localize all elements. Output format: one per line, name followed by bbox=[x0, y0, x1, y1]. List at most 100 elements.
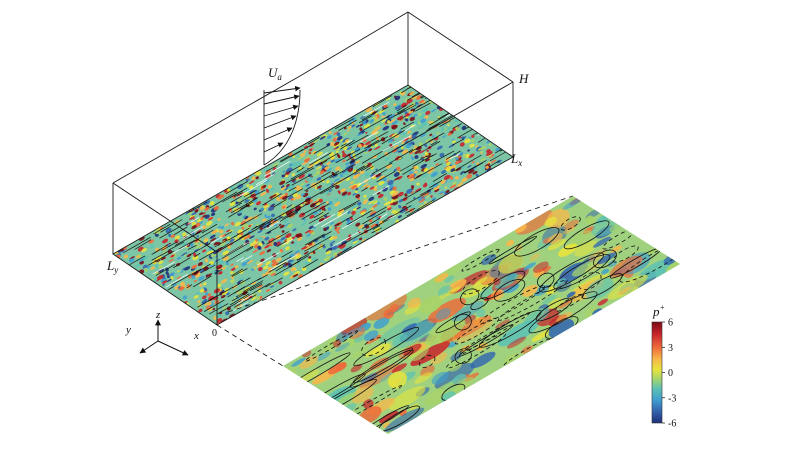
floor-pressure-spot bbox=[250, 193, 257, 199]
floor-vortex-streak bbox=[270, 254, 298, 271]
floor-vortex-streak bbox=[331, 230, 362, 248]
floor-vortex-streak bbox=[147, 250, 175, 266]
floor-pressure-spot bbox=[181, 252, 188, 257]
floor-pressure-spot bbox=[280, 186, 287, 191]
floor-pressure-spot bbox=[455, 160, 460, 165]
floor-pressure-spot bbox=[260, 258, 265, 262]
floor-pressure-spot bbox=[382, 125, 390, 131]
zoom-pressure-blob bbox=[389, 304, 399, 313]
floor-pressure-spot bbox=[211, 229, 218, 235]
floor-pressure-spot bbox=[364, 172, 370, 177]
floor-vortex-streak bbox=[203, 299, 225, 313]
floor-pressure-spot bbox=[488, 142, 492, 147]
floor-pressure-spot bbox=[212, 219, 220, 225]
floor-pressure-spot bbox=[230, 185, 234, 190]
zoom-pressure-blob bbox=[455, 376, 474, 390]
floor-pressure-spot bbox=[334, 201, 341, 206]
floor-vortex-streak bbox=[225, 180, 248, 195]
floor-vortex-streak bbox=[445, 150, 461, 160]
floor-pressure-spot bbox=[481, 145, 486, 150]
floor-vortex-streak bbox=[231, 291, 249, 302]
floor-pressure-spot bbox=[354, 190, 358, 194]
floor-vortex-streak bbox=[363, 101, 390, 117]
floor-vortex-streak bbox=[387, 214, 397, 220]
zoom-pressure-blob bbox=[333, 340, 342, 348]
floor-pressure-spot bbox=[363, 194, 367, 198]
floor-vortex-streak bbox=[238, 194, 254, 204]
floor-pressure-spot bbox=[351, 185, 358, 190]
floor-pressure-spot bbox=[467, 164, 472, 168]
floor-pressure-spot bbox=[413, 197, 416, 200]
floor-pressure-spot bbox=[365, 107, 373, 113]
zoom-pressure-blob bbox=[529, 253, 540, 261]
floor-pressure-spot bbox=[197, 262, 203, 266]
floor-vortex-streak bbox=[224, 231, 233, 236]
floor-vortex-streak bbox=[355, 165, 365, 172]
colorbar-tick-label: 3 bbox=[668, 343, 673, 354]
floor-pressure-spot bbox=[293, 242, 297, 246]
zoom-pressure-blob bbox=[409, 403, 420, 411]
zoom-pressure-blob bbox=[470, 351, 496, 369]
floor-pressure-spot bbox=[205, 220, 213, 226]
floor-pressure-spot bbox=[411, 95, 418, 100]
floor-pressure-spot bbox=[315, 186, 318, 190]
floor-pressure-spot bbox=[209, 234, 216, 239]
floor-pressure-spot bbox=[441, 127, 445, 131]
floor-vortex-streak bbox=[419, 187, 434, 196]
floor-pressure-spot bbox=[341, 150, 345, 154]
floor-pressure-spot bbox=[430, 121, 435, 125]
floor-pressure-spot bbox=[258, 242, 263, 247]
floor-vortex-streak bbox=[174, 226, 188, 236]
floor-vortex-streak bbox=[348, 134, 369, 147]
zoom-pressure-blob bbox=[463, 314, 477, 325]
floor-vortex-streak bbox=[410, 99, 431, 112]
floor-pressure-spot bbox=[211, 212, 216, 216]
zoom-vortex-contour bbox=[514, 227, 560, 257]
floor-vortex-streak bbox=[367, 136, 388, 149]
zoom-pressure-blob bbox=[597, 298, 608, 306]
zoom-pressure-blob bbox=[366, 293, 407, 321]
floor-pressure-spot bbox=[432, 197, 437, 201]
floor-pressure-spot bbox=[406, 188, 413, 194]
floor-vortex-streak bbox=[346, 150, 365, 162]
zoom-vortex-contour bbox=[553, 254, 611, 290]
floor-vortex-streak bbox=[412, 154, 434, 167]
zoom-pressure-blob bbox=[447, 279, 467, 293]
floor-pressure-spot bbox=[265, 261, 272, 266]
floor-pressure-spot bbox=[426, 149, 429, 152]
length-y-label: Ly bbox=[106, 258, 118, 275]
y-axis-arrow bbox=[139, 340, 159, 354]
floor-pressure-spot bbox=[373, 146, 376, 150]
floor-pressure-spot bbox=[279, 180, 286, 186]
floor-pressure-spot bbox=[417, 196, 423, 202]
floor-pressure-spot bbox=[480, 157, 486, 162]
zoom-pressure-blob bbox=[373, 316, 390, 329]
floor-pressure-spot bbox=[308, 150, 311, 153]
floor-pressure-spot bbox=[398, 199, 403, 203]
floor-pressure-spot bbox=[178, 286, 185, 291]
floor-pressure-spot bbox=[309, 148, 313, 152]
floor-vortex-streak bbox=[161, 241, 178, 251]
floor-pressure-spot bbox=[158, 268, 165, 273]
floor-pressure-spot bbox=[180, 270, 184, 273]
floor-pressure-spot bbox=[155, 226, 162, 231]
zoom-vortex-contour bbox=[493, 279, 526, 302]
zoom-pressure-blob bbox=[335, 342, 350, 352]
floor-pressure-spot bbox=[316, 185, 322, 189]
floor-pressure-spot bbox=[307, 258, 312, 263]
floor-pressure-spot bbox=[434, 188, 440, 193]
floor-pressure-spot bbox=[217, 194, 225, 200]
floor-pressure-spot bbox=[161, 280, 168, 284]
floor-vortex-streak bbox=[413, 163, 443, 180]
floor-pressure-spot bbox=[240, 220, 246, 226]
floor-vortex-streak bbox=[288, 186, 297, 192]
floor-pressure-spot bbox=[424, 115, 429, 120]
floor-vortex-streak bbox=[307, 231, 332, 246]
floor-pressure-spot bbox=[174, 286, 180, 290]
floor-pressure-spot bbox=[220, 225, 225, 230]
floor-pressure-spot bbox=[267, 231, 272, 234]
floor-pressure-spot bbox=[260, 187, 264, 191]
floor-vortex-streak bbox=[313, 145, 329, 155]
floor-pressure-spot bbox=[287, 184, 295, 190]
floor-vortex-streak bbox=[311, 170, 340, 188]
